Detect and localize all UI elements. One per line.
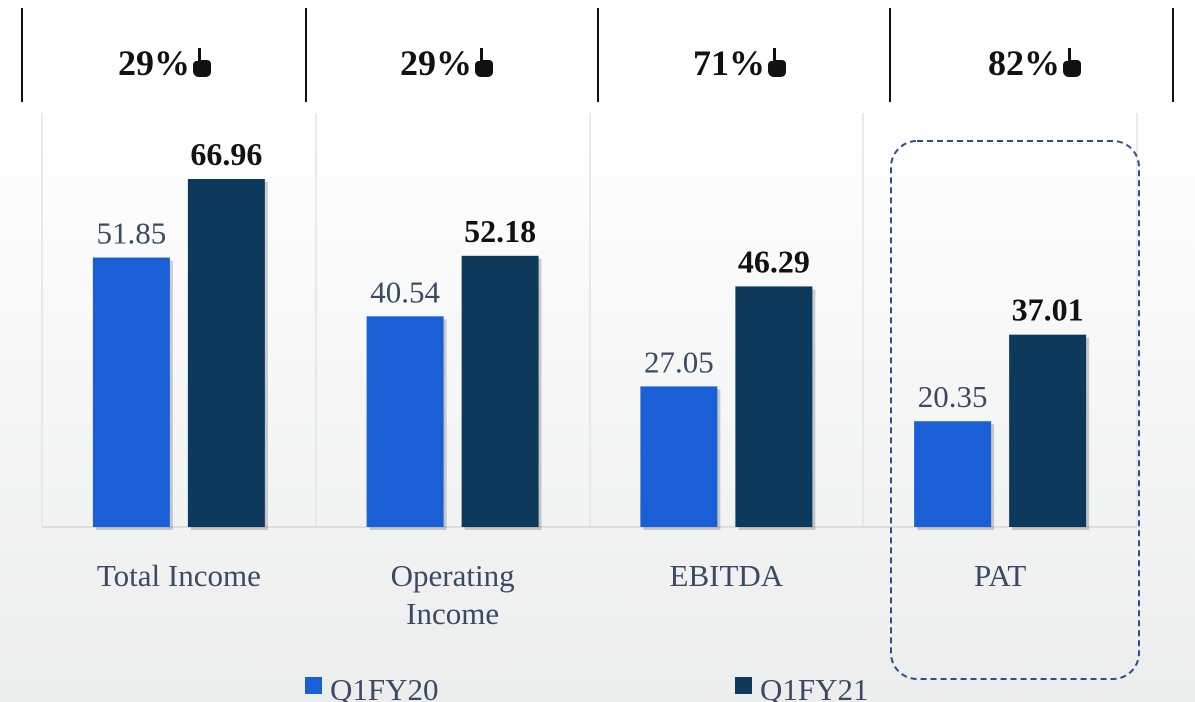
growth-label: 29% bbox=[65, 42, 265, 84]
bar bbox=[735, 286, 813, 527]
bar bbox=[366, 316, 444, 527]
bar bbox=[92, 257, 170, 527]
x-tick-label: Total Income bbox=[71, 557, 287, 595]
value-label: 66.96 bbox=[190, 136, 262, 172]
bar bbox=[461, 255, 539, 528]
bar bbox=[1009, 334, 1087, 527]
x-tick-label: PAT bbox=[892, 557, 1108, 595]
bar bbox=[914, 421, 992, 527]
value-label: 52.18 bbox=[464, 213, 536, 249]
value-label: 40.54 bbox=[370, 274, 440, 309]
value-label: 27.05 bbox=[644, 344, 714, 379]
growth-label: 71% bbox=[640, 42, 840, 84]
bar bbox=[640, 386, 718, 527]
value-label: 46.29 bbox=[738, 243, 810, 279]
thumb-icon bbox=[767, 48, 786, 77]
growth-label: 29% bbox=[347, 42, 547, 84]
value-label: 51.85 bbox=[97, 216, 167, 251]
header-dividers bbox=[21, 8, 1174, 102]
thumb-icon bbox=[1062, 48, 1081, 77]
legend-swatch bbox=[735, 677, 752, 694]
label: 29% bbox=[400, 43, 472, 83]
legend-swatch bbox=[305, 677, 322, 694]
value-label: 20.35 bbox=[918, 379, 988, 414]
legend-label: Q1FY20 bbox=[330, 672, 439, 702]
label: Operating Income bbox=[390, 558, 515, 631]
label: 29% bbox=[118, 43, 190, 83]
highlight-box bbox=[890, 140, 1140, 680]
label: 82% bbox=[988, 43, 1060, 83]
label: PAT bbox=[973, 558, 1027, 593]
x-tick-label: Operating Income bbox=[345, 557, 561, 633]
label: 71% bbox=[693, 43, 765, 83]
value-label: 37.01 bbox=[1012, 292, 1084, 328]
label: Total Income bbox=[96, 558, 261, 593]
x-tick-label: EBITDA bbox=[618, 557, 834, 595]
label: EBITDA bbox=[669, 558, 784, 593]
thumb-icon bbox=[192, 48, 211, 77]
bar bbox=[187, 179, 265, 527]
legend-label: Q1FY21 bbox=[760, 672, 869, 702]
thumb-icon bbox=[474, 48, 493, 77]
growth-label: 82% bbox=[935, 42, 1135, 84]
